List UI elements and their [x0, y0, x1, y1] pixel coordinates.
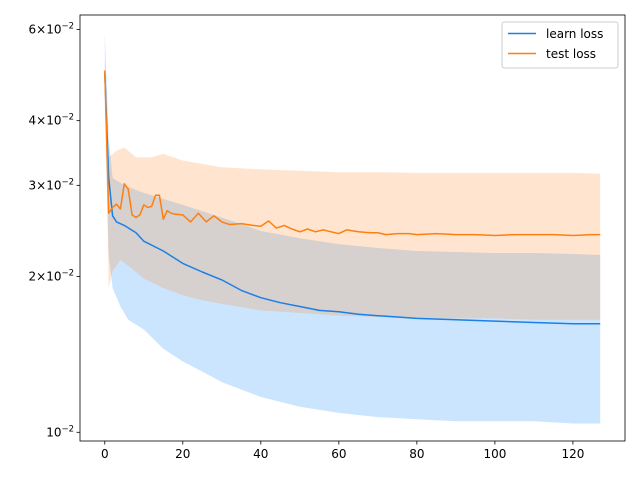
band-test-loss	[104, 61, 601, 320]
legend: learn loss test loss	[501, 21, 619, 69]
x-tick-label: 40	[253, 447, 268, 461]
series-lines	[104, 70, 601, 325]
y-axis-ticks: 6×10−2 4×10−2 3×10−2 2×10−2 10−2	[29, 22, 80, 439]
x-tick-label: 20	[175, 447, 190, 461]
y-tick-label: 2×10−2	[29, 268, 75, 283]
line-learn-loss	[104, 72, 601, 325]
x-tick-label: 60	[331, 447, 346, 461]
y-tick-label: 3×10−2	[29, 177, 75, 192]
x-tick-label: 80	[409, 447, 424, 461]
line-test-loss	[104, 70, 601, 237]
band-learn-loss	[104, 33, 601, 424]
legend-label: test loss	[546, 47, 596, 61]
x-tick-label: 120	[561, 447, 584, 461]
x-tick-label: 100	[483, 447, 506, 461]
legend-label: learn loss	[546, 27, 603, 41]
y-tick-label: 10−2	[46, 424, 74, 439]
y-tick-label: 4×10−2	[29, 113, 75, 128]
x-axis-ticks: 0 20 40 60 80 100 120	[101, 441, 584, 461]
plot-frame	[79, 14, 626, 442]
x-tick-label: 0	[101, 447, 109, 461]
confidence-bands	[104, 33, 601, 424]
y-tick-label: 6×10−2	[29, 22, 75, 37]
